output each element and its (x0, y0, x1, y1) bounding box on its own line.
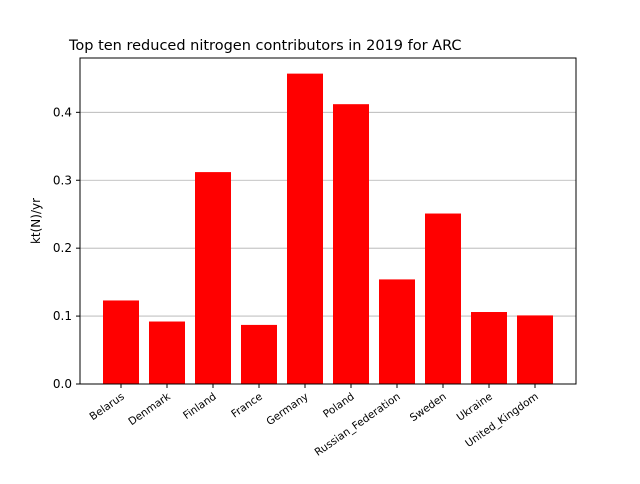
bar-ukraine (471, 312, 507, 384)
y-axis-label: kt(N)/yr (29, 198, 43, 244)
chart-title: Top ten reduced nitrogen contributors in… (68, 38, 462, 54)
bar-poland (333, 104, 369, 384)
y-tick-label: 0.1 (53, 309, 72, 323)
bars (103, 73, 553, 384)
y-axis-ticks: 0.0 0.1 0.2 0.3 0.4 (53, 105, 80, 391)
bar-russian-federation (379, 279, 415, 384)
bar-germany (287, 73, 323, 384)
y-tick-label: 0.4 (53, 105, 72, 119)
bar-belarus (103, 300, 139, 384)
y-tick-label: 0.0 (53, 377, 72, 391)
axes-frame (79, 57, 577, 385)
bar-united-kingdom (517, 315, 553, 384)
y-tick-label: 0.3 (53, 173, 72, 187)
bar-denmark (149, 321, 185, 384)
bar-france (241, 324, 277, 384)
bar-sweden (425, 213, 461, 384)
y-tick-label: 0.2 (53, 241, 72, 255)
bar-finland (195, 172, 231, 384)
